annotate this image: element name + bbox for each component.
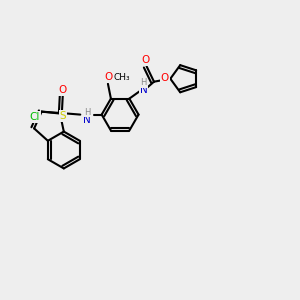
Text: Cl: Cl [30, 112, 40, 122]
Text: H: H [140, 78, 147, 87]
Text: O: O [161, 73, 169, 83]
Text: S: S [60, 111, 66, 121]
Text: O: O [141, 55, 149, 65]
Text: H: H [84, 108, 90, 117]
Text: O: O [105, 72, 113, 82]
Text: N: N [83, 115, 91, 125]
Text: O: O [58, 85, 67, 95]
Text: N: N [140, 85, 148, 95]
Text: CH₃: CH₃ [114, 73, 130, 82]
